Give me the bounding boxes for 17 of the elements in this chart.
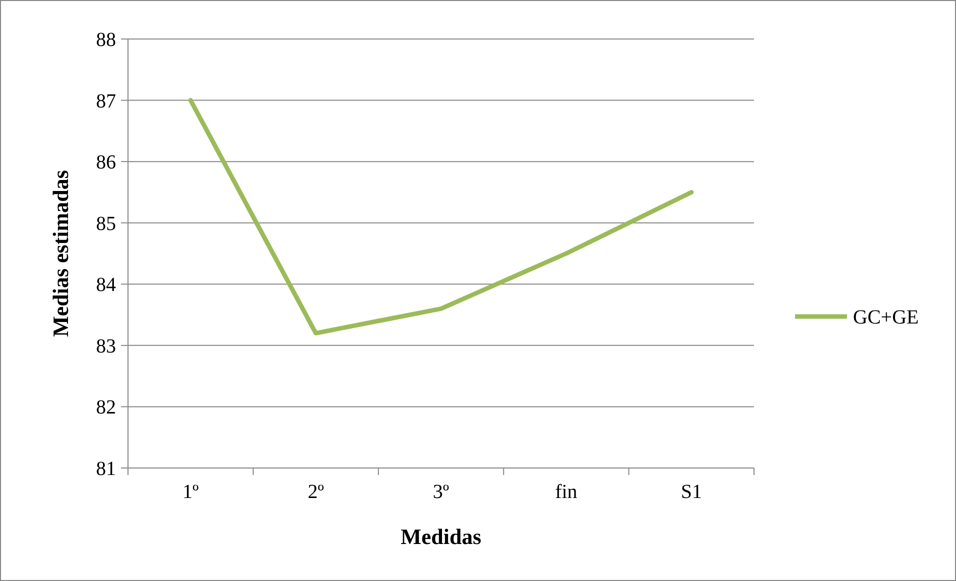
x-tick-label: 1º (182, 481, 199, 503)
y-tick-label: 84 (96, 274, 116, 296)
x-axis-title: Medidas (400, 524, 482, 549)
x-tick-label: fin (555, 481, 578, 503)
x-tick-label: 3º (432, 481, 450, 503)
x-tick-label: 2º (308, 481, 324, 503)
line-series (188, 98, 694, 336)
y-tick-label: 87 (96, 90, 116, 112)
y-tick-label: 85 (96, 212, 116, 235)
y-tick-label: 81 (96, 458, 116, 480)
y-axis-title: Medias estimadas (48, 170, 73, 337)
y-tick-label: 86 (96, 152, 116, 174)
legend-label: GC+GE (853, 306, 919, 328)
y-tick-label: 88 (96, 29, 116, 51)
y-tick-label: 82 (96, 396, 116, 419)
y-tick-label: 83 (96, 335, 116, 358)
x-tick-label: S1 (680, 481, 702, 503)
